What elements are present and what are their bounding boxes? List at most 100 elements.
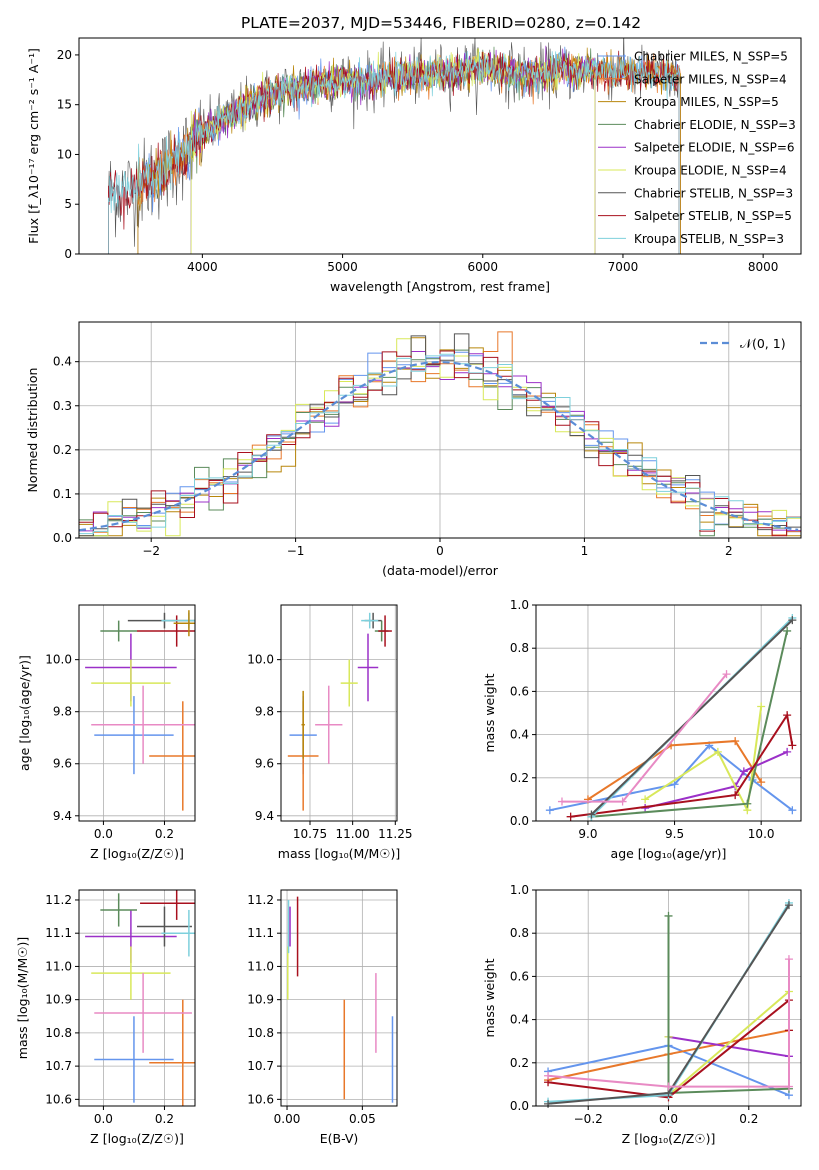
y-tick-label: 0.2 (510, 771, 529, 785)
y-tick-label: 10.7 (45, 1059, 72, 1073)
y-tick-label: 0.0 (510, 1099, 529, 1113)
y-tick-label: 11.2 (247, 893, 274, 907)
legend-entry: Chabrier ELODIE, N_SSP=3 (634, 118, 796, 132)
x-tick-label: 0.2 (155, 1112, 174, 1126)
y-tick-label: 10.0 (45, 653, 72, 667)
x-tick-label: 6000 (467, 260, 498, 274)
age-vs-mass-axes-bg (281, 605, 397, 821)
age-vs-mass-axes-frame (280, 604, 398, 822)
y-tick-label: 10.9 (247, 993, 274, 1007)
y-tick-label: 1.0 (510, 883, 529, 897)
weight-marker (731, 791, 740, 800)
x-tick-label: 0.0 (94, 1112, 113, 1126)
residuals-axes: −2 −1 0 1 2 0.0 0.1 0.2 0.3 0.4 (data-model)/error… (25, 321, 802, 578)
legend-entry: Kroupa ELODIE, N_SSP=4 (634, 164, 787, 178)
legend-entry: Kroupa MILES, N_SSP=5 (634, 95, 779, 109)
weight-marker (784, 955, 793, 964)
x-tick-label: 9.5 (665, 827, 684, 841)
y-tick-label: 0 (64, 247, 72, 261)
weight-marker (722, 670, 731, 679)
x-tick-label: 7000 (608, 260, 639, 274)
y-axis-label: age [log₁₀(age/yr)] (17, 655, 32, 771)
weight-marker (544, 1071, 553, 1080)
y-tick-label: 11.0 (247, 959, 274, 973)
weight-line (570, 712, 794, 818)
weight-marker (566, 812, 575, 821)
weight-marker (743, 799, 752, 808)
weight-marker (641, 795, 650, 804)
y-tick-label: 9.4 (53, 809, 72, 823)
spectrum-legend: Chabrier MILES, N_SSP=5 Salpeter MILES, N… (598, 50, 796, 246)
x-tick-label: 8000 (748, 260, 779, 274)
y-tick-label: 15 (57, 98, 72, 112)
x-tick-label: 4000 (187, 260, 218, 274)
massweight-vs-Z-axes: −0.2 0.0 0.2 0.0 0.2 0.4 0.6 0.8 1.0 Z [log₁₀(Z/Z… (482, 883, 802, 1146)
mass-vs-ebv-axes: 0.00 0.05 10.6 10.7 10.8 10.9 11.0 11.1 11.2 E(B-… (247, 889, 398, 1146)
mass-vs-ebv-axes-bg (281, 890, 397, 1106)
weight-marker (783, 711, 792, 720)
y-tick-label: 0.2 (510, 1056, 529, 1070)
weight-line (547, 959, 790, 1088)
y-tick-label: 10.9 (45, 993, 72, 1007)
mass-vs-ebv-axes-frame (280, 889, 398, 1107)
x-tick-label: −0.2 (574, 1112, 603, 1126)
mass-vs-Z-axes: 0.0 0.2 10.6 10.7 10.8 10.9 11.0 11.1 11.2 Z [log… (15, 889, 196, 1146)
weight-marker (670, 780, 679, 789)
y-tick-label: 0.4 (53, 355, 72, 369)
massweight-vs-Z-axes-frame (535, 889, 802, 1107)
x-tick-label: −2 (142, 544, 160, 558)
x-tick-label: 0.0 (659, 1112, 678, 1126)
y-tick-label: 0.1 (53, 487, 72, 501)
weight-marker (788, 741, 797, 750)
weight-marker (557, 797, 566, 806)
y-tick-label: 0.8 (510, 641, 529, 655)
weight-marker (757, 702, 766, 711)
y-axis-label: mass weight (482, 673, 497, 752)
y-tick-label: 0.4 (510, 728, 529, 742)
y-tick-label: 9.4 (255, 809, 274, 823)
weight-marker (788, 806, 797, 815)
hist-step-8 (79, 353, 801, 535)
weight-line (644, 706, 763, 814)
x-tick-label: 5000 (327, 260, 358, 274)
x-tick-label: 10.75 (293, 827, 327, 841)
y-axis-label: Normed distribution (25, 368, 40, 493)
y-tick-label: 0.3 (53, 399, 72, 413)
weight-marker (739, 767, 748, 776)
x-tick-label: 0.2 (155, 827, 174, 841)
x-tick-label: 9.0 (578, 827, 597, 841)
weight-line (668, 1035, 790, 1058)
y-tick-label: 11.1 (247, 926, 274, 940)
y-tick-label: 9.6 (255, 757, 274, 771)
y-tick-label: 10 (57, 147, 72, 161)
y-tick-label: 1.0 (510, 598, 529, 612)
y-tick-label: 0.2 (53, 443, 72, 457)
spectrum-frame (78, 37, 802, 255)
y-tick-label: 0.6 (510, 684, 529, 698)
x-axis-label: mass [log₁₀(M/M☉)] (278, 846, 400, 861)
y-tick-label: 10.0 (247, 653, 274, 667)
age-vs-Z-axes-frame (78, 604, 196, 822)
x-axis-label: age [log₁₀(age/yr)] (611, 846, 727, 861)
weight-marker (784, 901, 793, 910)
y-axis-label: Flux [f_λ10⁻¹⁷ erg cm⁻² s⁻¹ A⁻¹] (26, 48, 41, 244)
y-tick-label: 11.0 (45, 959, 72, 973)
y-tick-label: 0.0 (53, 531, 72, 545)
age-vs-mass-axes: 10.75 11.00 11.25 9.4 9.6 9.8 10.0 mass [log₁₀(… (247, 604, 412, 861)
y-tick-label: 9.8 (53, 705, 72, 719)
spectrum-axes: 4000 5000 6000 7000 8000 0 5 10 15 20 wavelength [… (26, 37, 802, 294)
mass-vs-Z-axes-bg (79, 890, 195, 1106)
weight-marker (544, 1099, 553, 1108)
y-tick-label: 9.6 (53, 757, 72, 771)
hist-step-7 (79, 350, 801, 537)
legend-entry: Chabrier STELIB, N_SSP=3 (634, 186, 793, 200)
legend-entry: Salpeter STELIB, N_SSP=5 (634, 209, 792, 223)
x-tick-label: 0.05 (349, 1112, 376, 1126)
normal-curve (78, 360, 799, 532)
spectrum-line-8 (108, 50, 680, 254)
y-tick-label: 0.6 (510, 969, 529, 983)
y-tick-label: 10.6 (247, 1092, 274, 1106)
weight-marker (783, 747, 792, 756)
legend-entry: Kroupa STELIB, N_SSP=3 (634, 232, 784, 246)
mass-vs-Z-axes-frame (78, 889, 196, 1107)
